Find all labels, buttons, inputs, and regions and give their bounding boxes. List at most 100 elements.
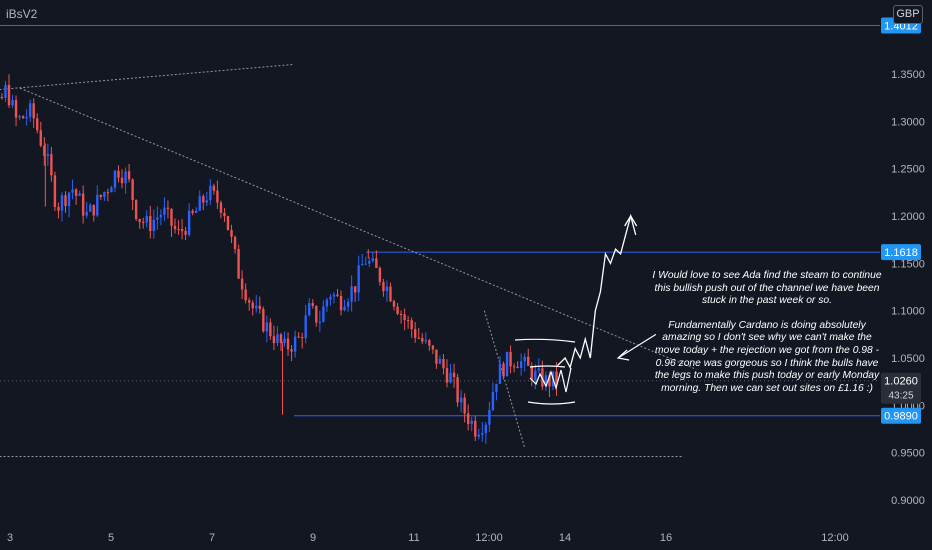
candle-body [226,216,230,230]
symbol-label[interactable]: iBsV2 [6,7,38,21]
candle-body [424,340,428,342]
candle-body [329,296,332,300]
candle-body [50,154,53,176]
candle-body [297,336,300,338]
candle-body [474,420,477,437]
candle-body [138,219,141,222]
time-tick: 12:00 [821,532,849,544]
candle-body [262,308,265,332]
time-tick: 12:00 [475,532,503,544]
candle-body [477,434,480,437]
candle-body [255,305,258,309]
candle-body [283,338,286,343]
horizontal-levels [0,25,880,417]
candle-body [505,351,509,377]
candle-body [463,397,466,414]
current-price-label: 1.0260 [884,376,918,388]
candle-body [92,204,95,216]
candle-body [67,192,71,207]
candle-body [519,361,523,368]
time-tick: 5 [108,532,114,544]
level-price-label-bg [881,244,921,261]
candle-body [251,302,254,309]
candle-body [403,314,406,321]
candle-body [85,211,88,216]
candle-body [258,305,261,309]
candle-body [336,294,339,296]
price-tick: 1.3500 [891,69,925,81]
candle-body [498,363,502,384]
candle-body [290,349,293,352]
candle-body [78,193,81,196]
candle-body [322,306,325,322]
range-bottom-bracket [527,401,576,405]
candle-body [11,100,14,106]
candle-body [332,294,336,297]
candle-body [308,303,311,316]
candle-body [131,179,134,200]
candle-body [353,286,357,293]
candle-body [166,207,170,209]
candle-body [195,210,198,213]
candle-body [368,260,371,264]
price-tick: 1.1000 [891,306,925,318]
candle-body [18,116,21,118]
time-axis[interactable]: 3 5 7 9 11 12:00 14 16 12:00 [7,532,849,544]
countdown-label: 43:25 [888,391,913,402]
price-axis[interactable]: 1.3500 1.3000 1.2500 1.2000 1.1500 1.1000 1.05… [891,69,925,507]
candle-body [230,229,233,237]
price-tick: 0.9000 [891,495,925,507]
candle-body [113,170,117,188]
candle-body [53,175,57,207]
candle-body [488,410,491,425]
candle-body [325,299,329,307]
candle-body [89,204,92,212]
range-scribble [529,367,572,393]
candle-body [240,278,244,290]
candle-body [233,236,237,250]
candle-body [516,366,519,368]
time-tick: 16 [660,532,672,544]
candle-body [152,219,156,232]
trendline [483,310,526,449]
candle-body [7,84,11,106]
price-tick: 1.3000 [891,116,925,128]
trendlines [0,64,697,457]
candle-body [410,320,413,330]
candle-body [4,84,7,98]
candle-body [120,177,124,184]
current-price-bg [881,372,921,404]
candle-body [202,196,205,203]
candle-body [279,334,283,343]
candle-body [272,336,276,344]
candle-body [32,103,35,119]
candle-body [209,185,212,201]
candle-body [449,372,452,383]
candle-body [74,189,78,196]
candle-body [300,337,304,339]
candle-body [361,264,364,266]
candle-body [110,187,113,193]
candle-body [293,336,297,352]
candle-body [191,210,194,213]
candle-body [371,258,375,261]
candle-body [43,145,46,157]
candle-body [124,171,127,184]
candle-body [491,391,495,411]
candle-body [357,265,360,293]
candle-body [0,97,4,99]
price-tick: 1.2500 [891,164,925,176]
candle-body [286,338,290,350]
candle-body [438,358,442,364]
trendline [0,64,293,90]
candle-body [417,337,420,339]
currency-badge[interactable]: GBP [893,5,923,24]
candle-body [81,193,85,216]
candle-body [481,433,484,435]
candle-body [396,306,399,314]
candle-body [28,103,32,117]
candle-body [187,210,191,235]
candle-body [198,196,201,211]
candle-body [180,229,184,232]
level-price-label: 1.1618 [884,247,918,259]
